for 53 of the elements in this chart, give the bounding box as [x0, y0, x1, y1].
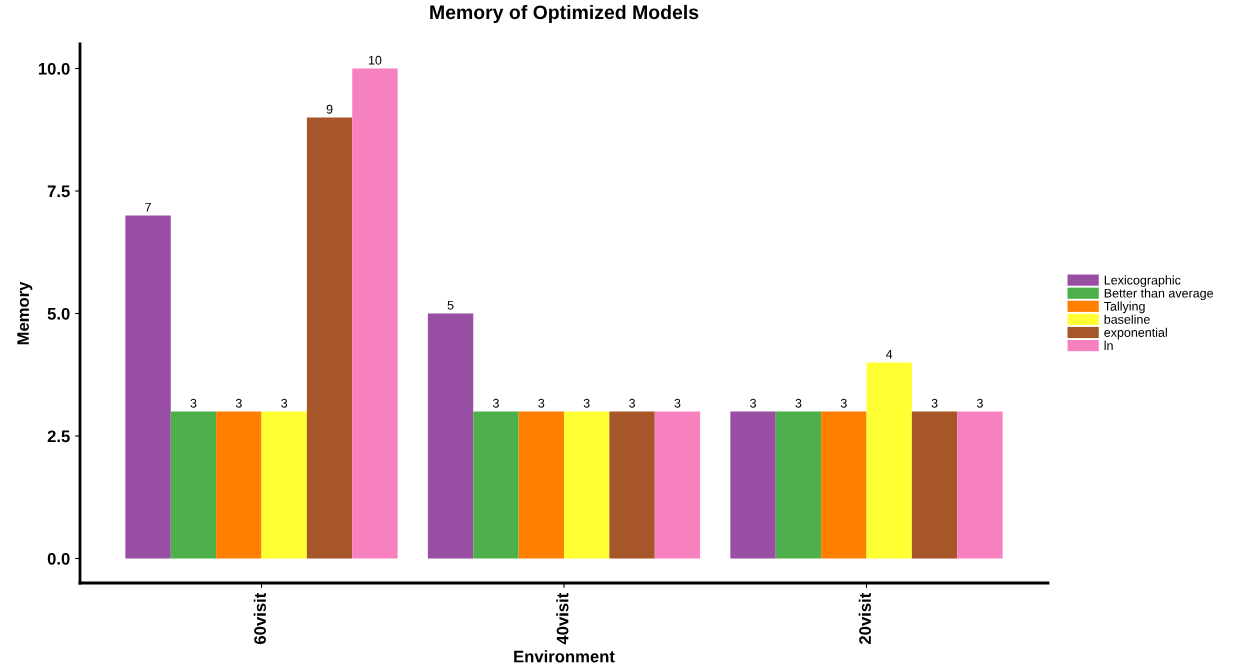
data-label: 9: [326, 104, 333, 114]
data-label: 3: [840, 398, 847, 408]
bar: [261, 411, 307, 559]
data-label: 3: [235, 398, 242, 408]
data-label: 3: [583, 398, 590, 408]
bar: [609, 411, 655, 559]
data-label: 5: [447, 300, 454, 310]
data-label: 3: [492, 398, 499, 408]
y-tick-label: 10.0: [38, 62, 70, 75]
data-label: 3: [750, 398, 756, 408]
bar: [957, 411, 1003, 559]
y-tick-label: 0.0: [47, 552, 70, 565]
data-label: 3: [976, 398, 983, 408]
bar: [775, 411, 822, 559]
data-label: 10: [368, 55, 382, 65]
bar: [821, 411, 867, 559]
y-tick-label: 5.0: [47, 307, 70, 320]
data-label: 3: [795, 398, 802, 408]
bar: [518, 411, 564, 559]
legend-label: exponential: [1104, 327, 1167, 340]
legend-label: Tallying: [1104, 301, 1145, 314]
bar: [866, 362, 912, 559]
data-label: 3: [629, 398, 635, 408]
bar: [306, 117, 353, 559]
x-tick-label: 40visit: [556, 592, 569, 645]
bar: [427, 313, 474, 559]
legend-label: baseline: [1104, 314, 1150, 324]
bar: [911, 411, 958, 559]
data-label: 4: [886, 349, 893, 359]
legend-label: ln: [1104, 340, 1113, 350]
data-label: 3: [538, 398, 545, 408]
bar: [170, 411, 217, 559]
y-tick-label: 2.5: [47, 430, 70, 443]
data-label: 3: [190, 398, 197, 408]
bar: [352, 68, 398, 559]
x-tick-label: 60visit: [253, 592, 266, 644]
bar: [564, 411, 610, 559]
data-label: 3: [674, 398, 681, 408]
data-label: 7: [145, 202, 151, 212]
legend-label: Lexicographic: [1104, 275, 1181, 287]
data-label: 3: [931, 398, 938, 408]
bar: [654, 411, 701, 559]
legend-label: Better than average: [1104, 288, 1214, 301]
chart-title: Memory of Optimized Models: [430, 4, 699, 24]
bar: [730, 411, 776, 559]
x-axis-title: Environment: [514, 650, 615, 663]
bar: [473, 411, 519, 559]
x-tick-label: 20visit: [858, 592, 871, 645]
bar: [216, 411, 262, 559]
bar: [125, 215, 171, 559]
y-axis-title: Memory: [17, 281, 33, 345]
y-tick-label: 7.5: [47, 185, 70, 198]
data-label: 3: [281, 398, 288, 408]
